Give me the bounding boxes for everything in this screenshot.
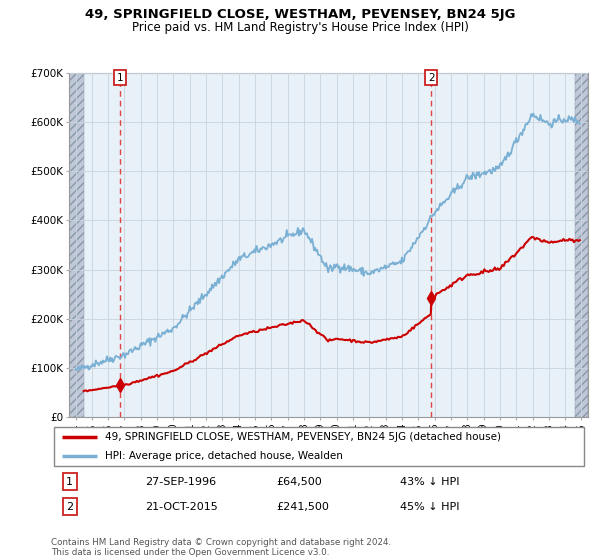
Text: Contains HM Land Registry data © Crown copyright and database right 2024.
This d: Contains HM Land Registry data © Crown c… — [51, 538, 391, 557]
Text: 2: 2 — [66, 502, 73, 512]
Text: 21-OCT-2015: 21-OCT-2015 — [145, 502, 218, 512]
Text: 45% ↓ HPI: 45% ↓ HPI — [400, 502, 460, 512]
Text: 1: 1 — [66, 477, 73, 487]
FancyBboxPatch shape — [53, 427, 584, 466]
Bar — [575, 73, 588, 417]
Text: 2: 2 — [428, 73, 434, 83]
Text: 43% ↓ HPI: 43% ↓ HPI — [400, 477, 460, 487]
Text: £64,500: £64,500 — [277, 477, 322, 487]
Text: Price paid vs. HM Land Registry's House Price Index (HPI): Price paid vs. HM Land Registry's House … — [131, 21, 469, 34]
Text: HPI: Average price, detached house, Wealden: HPI: Average price, detached house, Weal… — [105, 451, 343, 461]
Bar — [69, 73, 83, 417]
Bar — [575, 73, 588, 417]
Text: 49, SPRINGFIELD CLOSE, WESTHAM, PEVENSEY, BN24 5JG: 49, SPRINGFIELD CLOSE, WESTHAM, PEVENSEY… — [85, 8, 515, 21]
Text: 1: 1 — [117, 73, 124, 83]
Text: 27-SEP-1996: 27-SEP-1996 — [145, 477, 216, 487]
Text: 49, SPRINGFIELD CLOSE, WESTHAM, PEVENSEY, BN24 5JG (detached house): 49, SPRINGFIELD CLOSE, WESTHAM, PEVENSEY… — [105, 432, 501, 442]
Text: £241,500: £241,500 — [277, 502, 329, 512]
Bar — [69, 73, 83, 417]
